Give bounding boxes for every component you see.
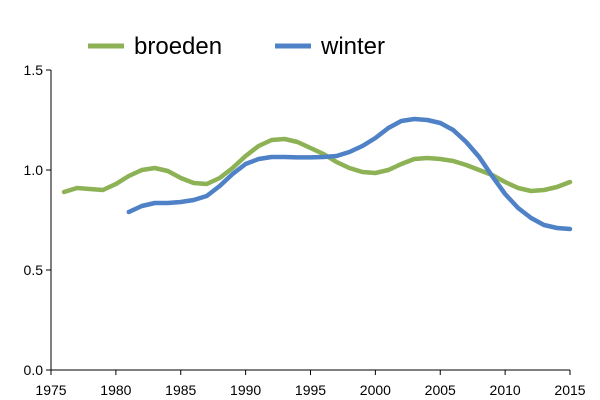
x-tick-label: 1990 [230,382,261,398]
x-tick-label: 1995 [295,382,326,398]
x-tick-label: 1985 [165,382,196,398]
series-line-winter [126,116,573,232]
x-tick-label: 2000 [360,382,391,398]
legend-label: broeden [134,33,222,60]
y-tick-label: 0.0 [24,362,44,378]
y-axis-ticks: 0.0 0.5 1.0 1.5 [24,62,51,378]
legend-label: winter [320,33,385,60]
legend-item-winter: winter [275,33,385,60]
x-tick-label: 1975 [35,382,66,398]
axes [50,70,570,371]
x-tick-label: 2005 [425,382,456,398]
x-tick-label: 2010 [490,382,521,398]
y-tick-label: 1.0 [24,162,44,178]
y-tick-label: 1.5 [24,62,44,78]
legend: broeden winter [88,33,385,60]
x-tick-label: 2015 [554,382,585,398]
legend-item-broeden: broeden [88,33,222,60]
x-axis-ticks: 1975 1980 1985 1990 1995 2000 2005 2010 2015 [35,370,586,398]
series-lines [61,116,573,232]
series-line-broeden [61,136,573,195]
y-tick-label: 0.5 [24,262,44,278]
x-tick-label: 1980 [100,382,131,398]
